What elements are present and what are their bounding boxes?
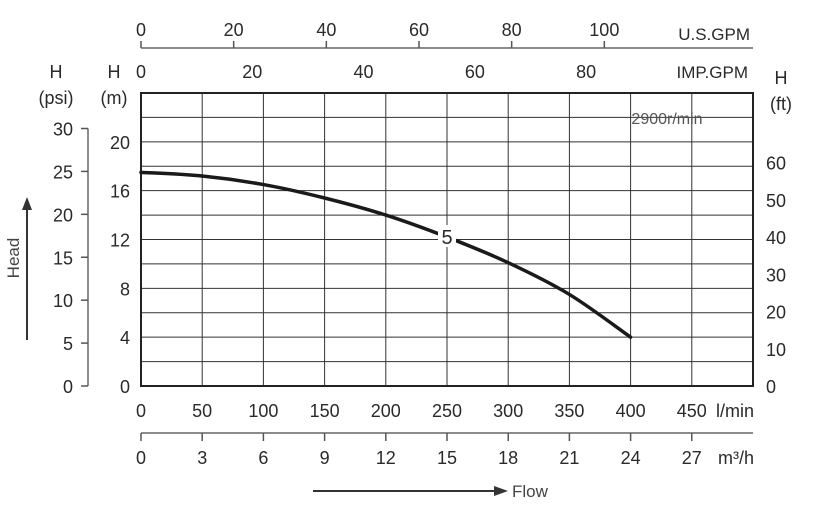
x-tick-label-m3h: 6 (258, 448, 268, 468)
x-unit-impgpm: IMP.GPM (677, 63, 748, 82)
y-tick-label-m: 12 (110, 231, 130, 251)
x-tick-label-lmin: 50 (192, 401, 212, 421)
x-tick-label-m3h: 27 (682, 448, 702, 468)
y-tick-label-ft: 10 (766, 340, 786, 360)
series-5-label: 5 (441, 227, 452, 249)
x-tick-label-usgpm: 20 (224, 20, 244, 40)
y-tick-label-psi: 25 (53, 162, 73, 182)
y-tick-label-psi: 15 (53, 248, 73, 268)
y-tick-label-m: 20 (110, 133, 130, 153)
y-unit-psi: (psi) (39, 88, 74, 108)
x-tick-label-m3h: 3 (197, 448, 207, 468)
x-tick-label-m3h: 21 (559, 448, 579, 468)
x-unit-usgpm: U.S.GPM (678, 25, 750, 44)
x-tick-label-lmin: 100 (248, 401, 278, 421)
x-tick-label-usgpm: 0 (136, 20, 146, 40)
y-tick-label-psi: 0 (63, 377, 73, 397)
x-tick-label-impgpm: 40 (354, 62, 374, 82)
x-tick-label-lmin: 200 (371, 401, 401, 421)
y-tick-label-psi: 5 (63, 334, 73, 354)
y-tick-label-ft: 0 (766, 377, 776, 397)
y-label-psi: H (50, 62, 63, 82)
head-arrow-icon (22, 197, 32, 210)
y-tick-label-psi: 30 (53, 120, 73, 140)
y-label-m: H (108, 62, 121, 82)
x-tick-label-usgpm: 80 (502, 20, 522, 40)
series-label-bg (438, 225, 456, 248)
x-tick-label-lmin: 150 (310, 401, 340, 421)
x-tick-label-lmin: 0 (136, 401, 146, 421)
y-tick-label-ft: 60 (766, 154, 786, 174)
head-label: Head (4, 238, 23, 279)
x-tick-label-impgpm: 60 (465, 62, 485, 82)
y-tick-label-ft: 40 (766, 228, 786, 248)
y-tick-label-psi: 10 (53, 291, 73, 311)
x-tick-label-usgpm: 100 (589, 20, 619, 40)
flow-label: Flow (512, 482, 549, 501)
y-tick-label-ft: 30 (766, 265, 786, 285)
plot-frame (140, 92, 754, 387)
x-tick-label-lmin: 400 (616, 401, 646, 421)
x-tick-label-impgpm: 0 (136, 62, 146, 82)
y-tick-label-ft: 50 (766, 191, 786, 211)
x-tick-label-m3h: 15 (437, 448, 457, 468)
grid-lines (141, 93, 753, 386)
flow-arrow-icon (494, 486, 508, 496)
x-tick-label-m3h: 24 (621, 448, 641, 468)
x-tick-label-m3h: 18 (498, 448, 518, 468)
x-tick-label-m3h: 9 (320, 448, 330, 468)
y-tick-label-ft: 20 (766, 303, 786, 323)
x-tick-label-usgpm: 60 (409, 20, 429, 40)
y-unit-ft: (ft) (770, 94, 792, 114)
y-tick-label-psi: 20 (53, 205, 73, 225)
x-tick-label-lmin: 250 (432, 401, 462, 421)
y-tick-label-m: 4 (120, 328, 130, 348)
speed-label: 2900r/min (631, 111, 702, 128)
x-tick-label-m3h: 0 (136, 448, 146, 468)
x-tick-label-lmin: 300 (493, 401, 523, 421)
x-tick-label-impgpm: 80 (576, 62, 596, 82)
y-label-ft: H (775, 68, 788, 88)
y-tick-label-m: 16 (110, 182, 130, 202)
x-tick-label-m3h: 12 (376, 448, 396, 468)
y-tick-label-m: 8 (120, 279, 130, 299)
x-tick-label-usgpm: 40 (316, 20, 336, 40)
y-tick-label-m: 0 (120, 377, 130, 397)
series-5-curve (139, 170, 633, 339)
x-tick-label-lmin: 350 (554, 401, 584, 421)
x-tick-label-impgpm: 20 (242, 62, 262, 82)
y-unit-m: (m) (101, 88, 128, 108)
series-label-bg (438, 225, 456, 248)
x-tick-label-lmin: 450 (677, 401, 707, 421)
x-unit-lmin: l/min (716, 401, 754, 421)
x-unit-m3h: m³/h (718, 448, 754, 468)
